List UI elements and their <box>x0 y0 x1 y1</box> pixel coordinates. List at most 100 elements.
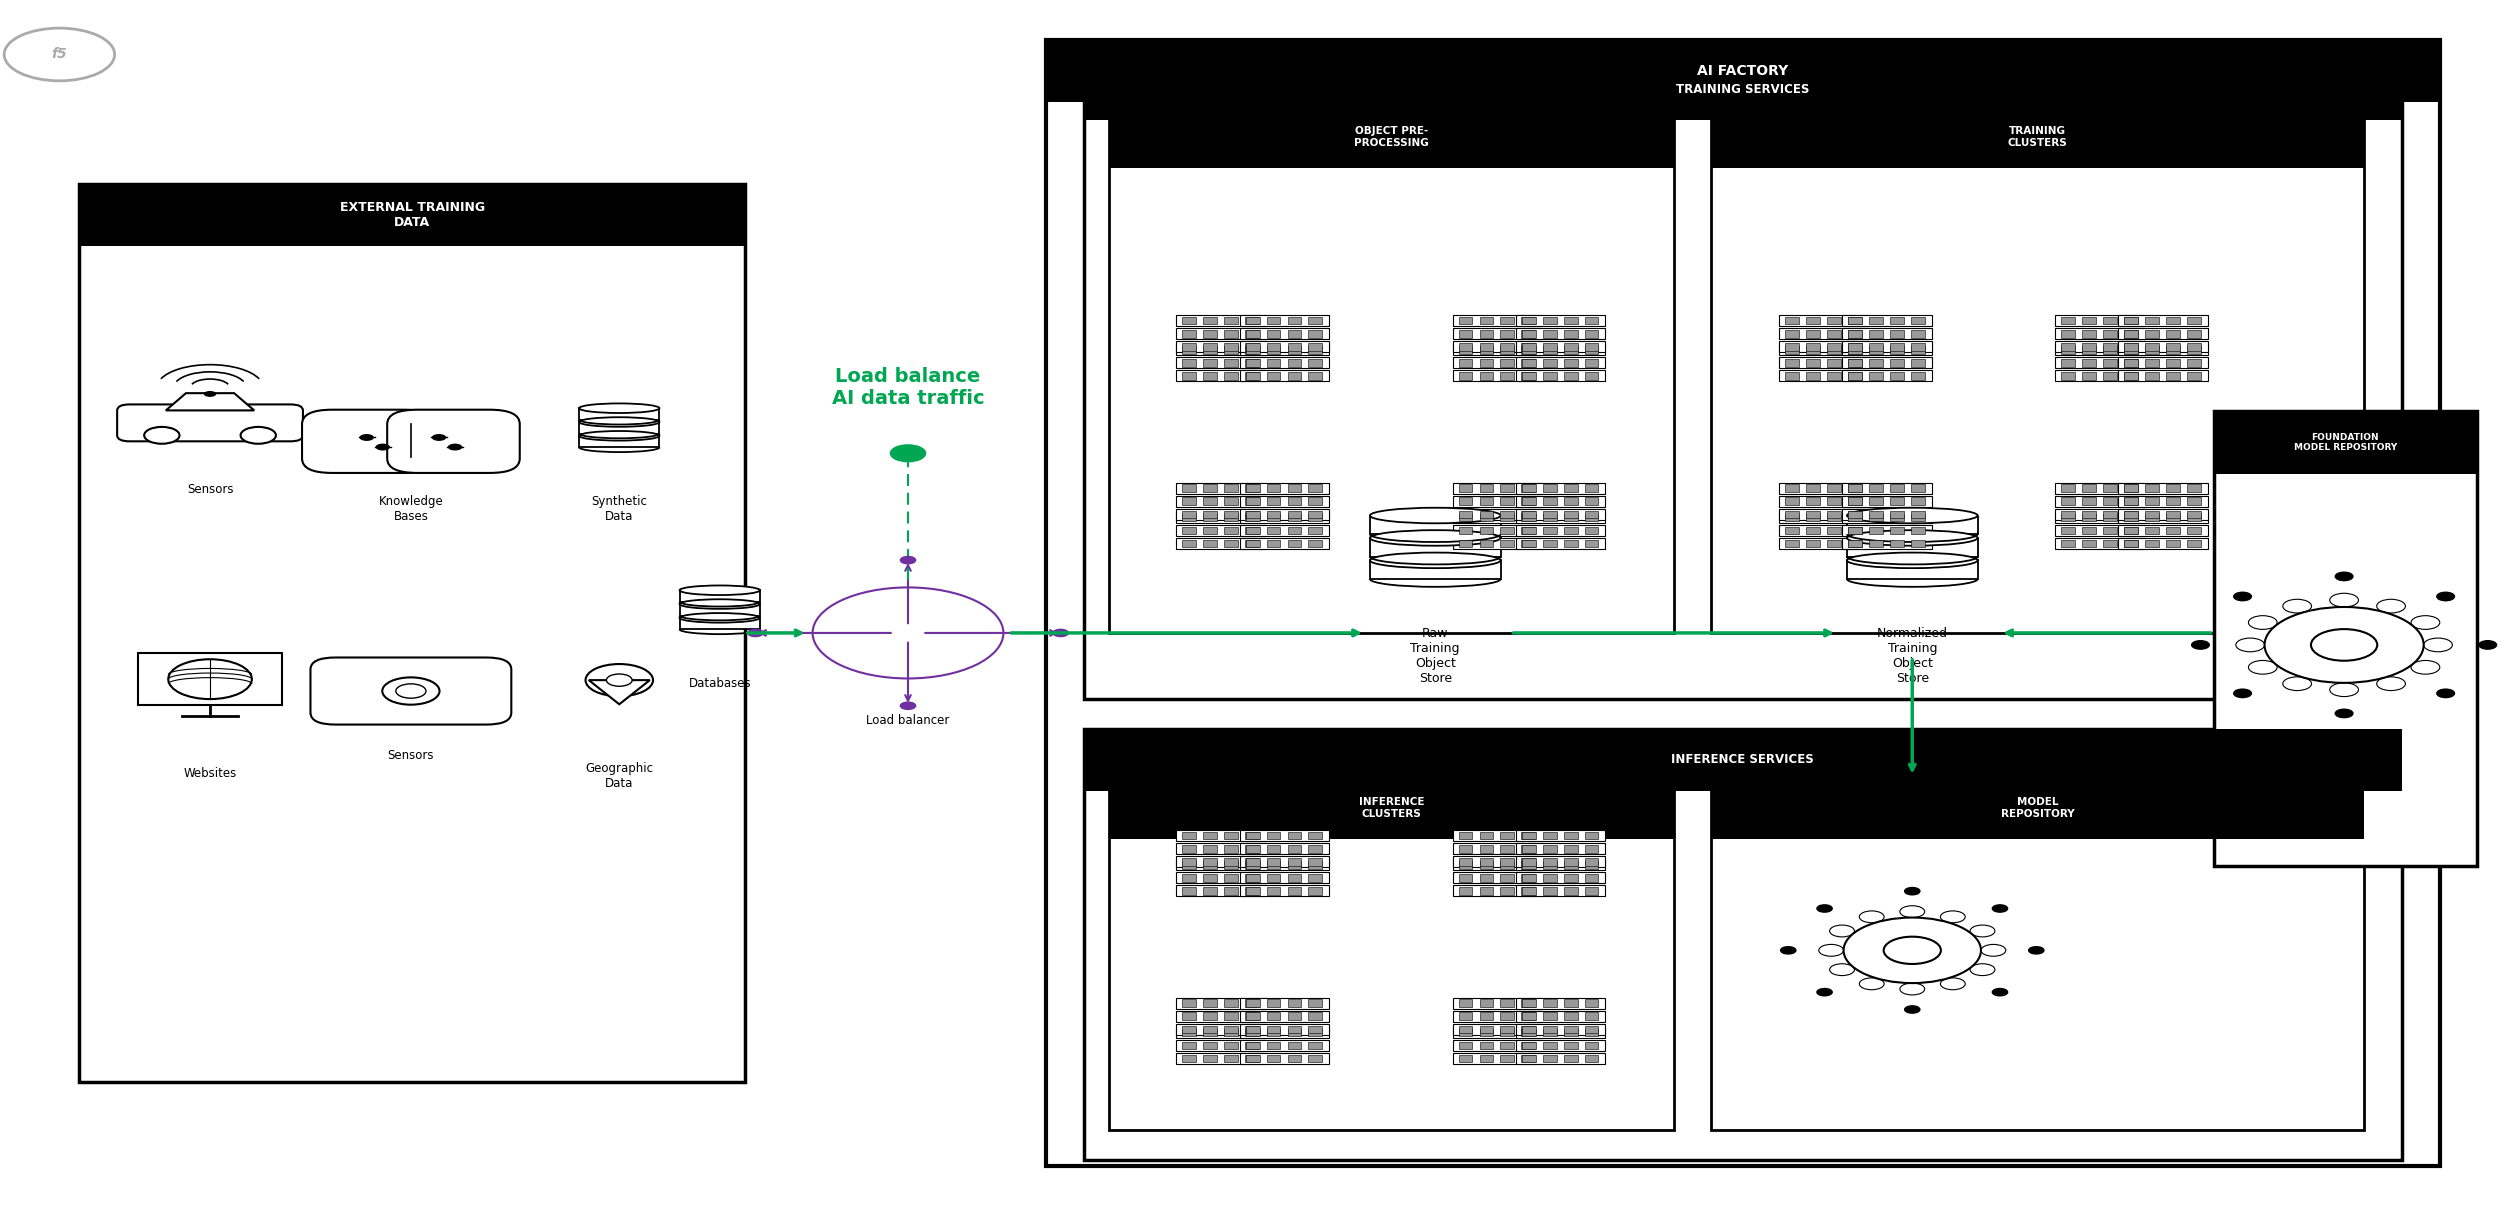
Bar <box>1542 329 1557 338</box>
Bar <box>2103 514 2116 521</box>
Bar <box>2083 317 2096 324</box>
Bar <box>1307 1029 1322 1036</box>
Bar <box>1912 329 1925 338</box>
Bar <box>1267 857 1280 866</box>
Bar <box>1267 1042 1280 1049</box>
Bar <box>1806 317 1819 324</box>
Ellipse shape <box>680 585 761 595</box>
Bar <box>1307 510 1322 519</box>
Bar <box>1912 497 1925 505</box>
Bar <box>1224 371 1237 380</box>
Bar <box>1521 497 1537 505</box>
Bar <box>1786 514 1799 521</box>
Bar <box>1786 346 1799 353</box>
Bar <box>1564 1042 1577 1049</box>
Bar <box>1083 58 2401 121</box>
Circle shape <box>204 391 217 397</box>
Bar <box>579 408 660 420</box>
Bar <box>1307 832 1322 839</box>
Bar <box>1501 1013 1514 1020</box>
Circle shape <box>2028 947 2043 954</box>
Circle shape <box>2192 640 2209 649</box>
Bar <box>1501 346 1514 353</box>
Bar <box>1204 1055 1217 1062</box>
Bar <box>1564 329 1577 338</box>
Bar <box>1479 485 1494 492</box>
Bar <box>1564 1055 1577 1062</box>
Bar <box>2056 357 2144 368</box>
Bar <box>1287 857 1302 866</box>
Bar <box>1501 874 1514 882</box>
Bar <box>1176 843 1267 854</box>
Bar <box>1204 485 1217 492</box>
Bar <box>2103 485 2116 492</box>
Circle shape <box>2249 616 2277 630</box>
Bar <box>2186 510 2202 519</box>
Bar <box>2186 485 2202 492</box>
Bar <box>1521 844 1537 853</box>
Bar <box>1239 509 1330 520</box>
Bar <box>2124 527 2139 534</box>
Bar <box>1912 514 1925 521</box>
Text: FOUNDATION
MODEL REPOSITORY: FOUNDATION MODEL REPOSITORY <box>2295 433 2398 452</box>
Bar <box>2118 357 2209 368</box>
Bar <box>1479 359 1494 367</box>
Bar <box>1521 485 1534 492</box>
Bar <box>1521 514 1537 521</box>
Bar <box>1287 844 1302 853</box>
Bar <box>1826 359 1841 367</box>
Circle shape <box>1859 911 1884 923</box>
Bar <box>2056 525 2144 535</box>
Text: MODEL
REPOSITORY: MODEL REPOSITORY <box>2000 797 2076 819</box>
Bar <box>1287 832 1302 839</box>
Bar <box>1501 329 1514 338</box>
Ellipse shape <box>1370 531 1501 546</box>
Bar <box>1521 888 1534 895</box>
Bar <box>1521 861 1537 868</box>
Bar <box>2103 371 2116 380</box>
Ellipse shape <box>1370 508 1501 523</box>
Bar <box>1287 1055 1302 1062</box>
Bar <box>1247 861 1260 868</box>
Bar <box>1267 874 1280 882</box>
Bar <box>1247 844 1260 853</box>
Bar <box>1244 844 1260 853</box>
Bar <box>1826 527 1841 534</box>
Bar <box>1287 317 1302 324</box>
Bar <box>1564 844 1577 853</box>
Bar <box>1176 538 1267 549</box>
Bar <box>1584 540 1600 548</box>
Bar <box>1176 315 1267 326</box>
Circle shape <box>2411 616 2441 630</box>
Bar <box>2186 527 2202 534</box>
Bar <box>1224 343 1237 351</box>
Bar <box>1584 888 1600 895</box>
Text: TRAINING SERVICES: TRAINING SERVICES <box>1675 83 1809 95</box>
Text: Databases: Databases <box>688 678 751 690</box>
Circle shape <box>1816 989 1831 996</box>
Bar <box>1459 861 1474 868</box>
Bar <box>1778 315 1869 326</box>
Bar <box>1287 510 1302 519</box>
Bar <box>1516 1024 1605 1035</box>
Circle shape <box>748 630 763 637</box>
Bar <box>1786 497 1799 505</box>
Bar <box>1204 359 1217 367</box>
Bar <box>1247 1000 1260 1007</box>
Bar <box>1267 329 1280 338</box>
Bar <box>2166 497 2179 505</box>
Bar <box>1181 540 1197 548</box>
Bar <box>1453 482 1542 493</box>
Bar <box>1204 861 1217 868</box>
Bar <box>1521 346 1534 353</box>
Bar <box>1584 1029 1600 1036</box>
Bar <box>1841 370 1932 381</box>
Bar <box>1542 832 1557 839</box>
Bar <box>1521 343 1537 351</box>
Bar <box>1459 371 1474 380</box>
Bar <box>1501 861 1514 868</box>
Bar <box>1479 1000 1494 1007</box>
Bar <box>1889 510 1904 519</box>
Bar <box>1307 485 1322 492</box>
Bar <box>2166 371 2179 380</box>
